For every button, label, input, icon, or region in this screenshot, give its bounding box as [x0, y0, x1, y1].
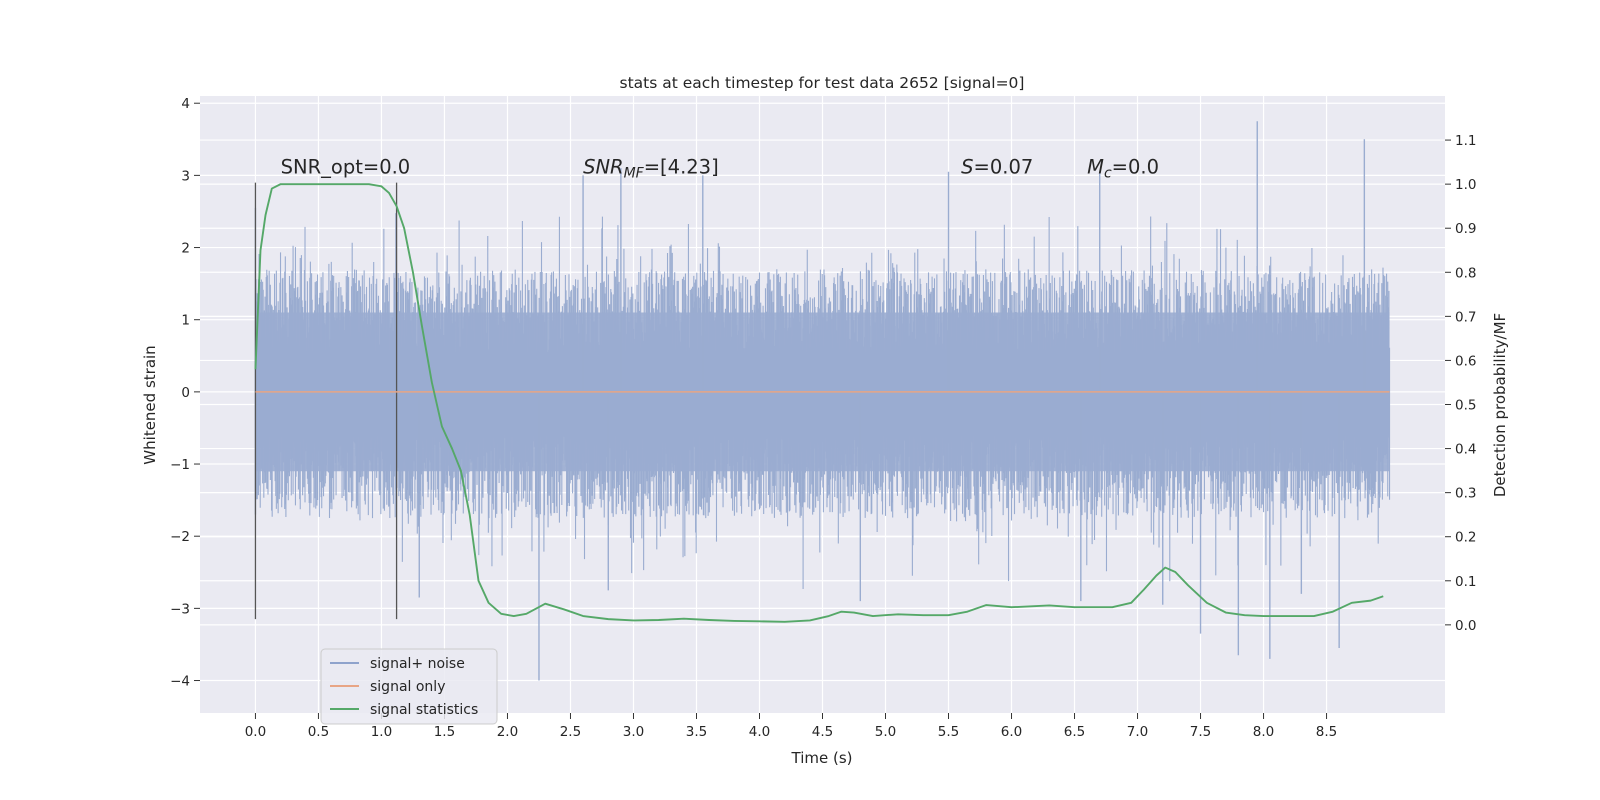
- y-axis-left: 4 3 2 1 0 −1 −2 −3 −4: [170, 96, 200, 690]
- x-tick-label: 2.5: [560, 724, 581, 740]
- x-tick-label: 3.0: [623, 724, 644, 740]
- x-axis-label: Time (s): [791, 749, 853, 767]
- y2-tick-label: 0.7: [1455, 309, 1476, 325]
- x-tick-label: 4.5: [812, 724, 833, 740]
- y-tick-label: −4: [170, 674, 190, 690]
- y2-tick-label: 1.0: [1455, 177, 1476, 193]
- y2-tick-label: 0.3: [1455, 486, 1476, 502]
- y2-tick-label: 0.9: [1455, 221, 1476, 237]
- annotations: SNR_opt=0.0 SNRMF=[4.23] S=0.07 Mc=0.0: [281, 155, 1159, 181]
- y2-tick-label: 0.2: [1455, 530, 1476, 546]
- chart-title: stats at each timestep for test data 265…: [620, 74, 1025, 92]
- legend-label-stats: signal statistics: [370, 702, 478, 718]
- y2-tick-label: 0.0: [1455, 618, 1476, 634]
- y2-tick-label: 0.8: [1455, 265, 1476, 281]
- x-tick-label: 4.0: [749, 724, 770, 740]
- x-tick-label: 5.5: [938, 724, 959, 740]
- y-tick-label: 2: [181, 241, 190, 257]
- y2-tick-label: 1.1: [1455, 133, 1476, 149]
- x-tick-label: 0.5: [308, 724, 329, 740]
- x-tick-label: 1.0: [371, 724, 392, 740]
- y-tick-label: 1: [181, 313, 190, 329]
- x-tick-label: 8.0: [1253, 724, 1274, 740]
- legend-box: [320, 648, 498, 725]
- x-tick-label: 5.0: [875, 724, 896, 740]
- signal-statistics-line: [254, 183, 1384, 623]
- y-tick-label: −2: [170, 529, 190, 545]
- legend: signal+ noise signal only signal statist…: [320, 648, 498, 725]
- x-tick-label: 1.5: [434, 724, 455, 740]
- annotation-2: S=0.07: [961, 155, 1033, 178]
- x-tick-label: 7.5: [1190, 724, 1211, 740]
- legend-label-noise: signal+ noise: [370, 656, 465, 672]
- x-tick-label: 6.5: [1064, 724, 1085, 740]
- y-tick-label: 0: [181, 385, 190, 401]
- lines: [254, 182, 1390, 623]
- annotation-1: SNRMF=[4.23]: [583, 155, 719, 181]
- y-tick-label: 3: [181, 168, 190, 184]
- y-axis-label: Whitened strain: [141, 345, 159, 464]
- y2-tick-label: 0.1: [1455, 574, 1476, 590]
- x-tick-label: 0.0: [245, 724, 266, 740]
- x-tick-label: 2.0: [497, 724, 518, 740]
- annotation-0: SNR_opt=0.0: [281, 155, 411, 178]
- y-tick-label: 4: [181, 96, 190, 112]
- legend-label-signal: signal only: [370, 679, 445, 695]
- x-tick-label: 8.5: [1316, 724, 1337, 740]
- x-axis: 0.0 0.5 1.0 1.5 2.0 2.5 3.0 3.5 4.0 4.5 5.0 5.5 6.0 6…: [245, 713, 1337, 740]
- y-axis-right: 1.1 1.0 0.9 0.8 0.7 0.6 0.5 0.4 0.3 0.2 0.1 0.0: [1445, 133, 1476, 634]
- x-tick-label: 6.0: [1001, 724, 1022, 740]
- y2-tick-label: 0.6: [1455, 353, 1476, 369]
- y2-axis-label: Detection probability/MF: [1491, 313, 1509, 497]
- annotation-3: Mc=0.0: [1087, 155, 1159, 181]
- y2-tick-label: 0.4: [1455, 442, 1476, 458]
- y-tick-label: −1: [170, 457, 190, 473]
- x-tick-label: 3.5: [686, 724, 707, 740]
- x-tick-label: 7.0: [1127, 724, 1148, 740]
- y-tick-label: −3: [170, 601, 190, 617]
- y2-tick-label: 0.5: [1455, 398, 1476, 414]
